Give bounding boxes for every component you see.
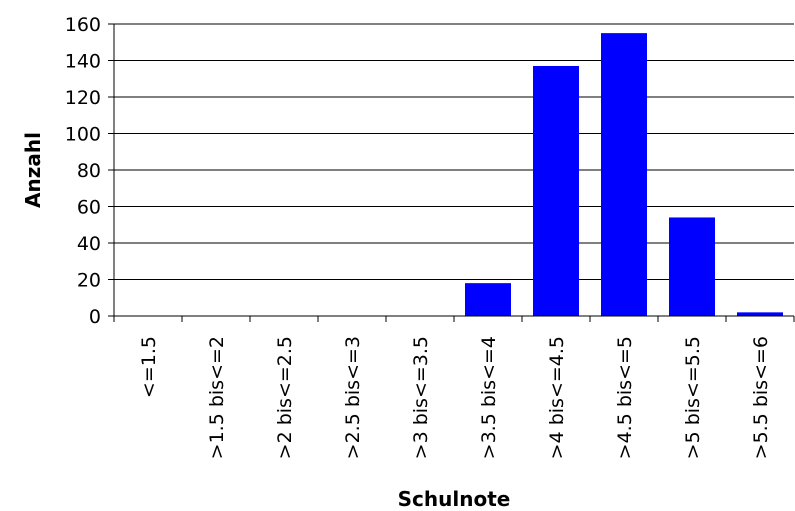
x-tick-label: >1.5 bis<=2	[206, 336, 228, 459]
y-tick-label: 100	[65, 124, 101, 146]
bar	[465, 283, 511, 316]
x-axis-ticks: <=1.5 >1.5 bis<=2 >2 bis<=2.5 >2.5 bis<=3 >3…	[113, 316, 795, 459]
y-tick-label: 40	[77, 233, 101, 255]
x-tick-label: >5 bis<=5.5	[682, 336, 704, 459]
y-tick-label: 0	[89, 306, 101, 328]
y-tick-label: 60	[77, 197, 101, 219]
bar	[533, 65, 579, 316]
x-tick-label: >4 bis<=4.5	[546, 336, 568, 459]
x-tick-label: >2.5 bis<=3	[342, 336, 364, 459]
gridlines	[114, 23, 794, 280]
y-axis-title: Anzahl	[21, 132, 45, 208]
y-tick-label: 140	[65, 51, 101, 73]
x-tick-label: >3 bis<=3.5	[410, 336, 432, 459]
x-tick-label: >2 bis<=2.5	[274, 336, 296, 459]
bars	[465, 33, 783, 316]
bar	[737, 312, 783, 316]
x-axis-title: Schulnote	[398, 487, 511, 511]
bar	[601, 33, 647, 316]
x-tick-label: >3.5 bis<=4	[478, 336, 500, 459]
x-tick-label: >5.5 bis<=6	[750, 336, 772, 459]
x-tick-label: >4.5 bis<=5	[614, 336, 636, 459]
y-tick-label: 120	[65, 87, 101, 109]
y-axis-ticks: 0 20 40 60 80 100 120 140 160	[65, 14, 114, 328]
y-tick-label: 160	[65, 14, 101, 36]
y-tick-label: 80	[77, 160, 101, 182]
y-tick-label: 20	[77, 270, 101, 292]
bar	[669, 217, 715, 316]
x-tick-label: <=1.5	[138, 336, 160, 398]
